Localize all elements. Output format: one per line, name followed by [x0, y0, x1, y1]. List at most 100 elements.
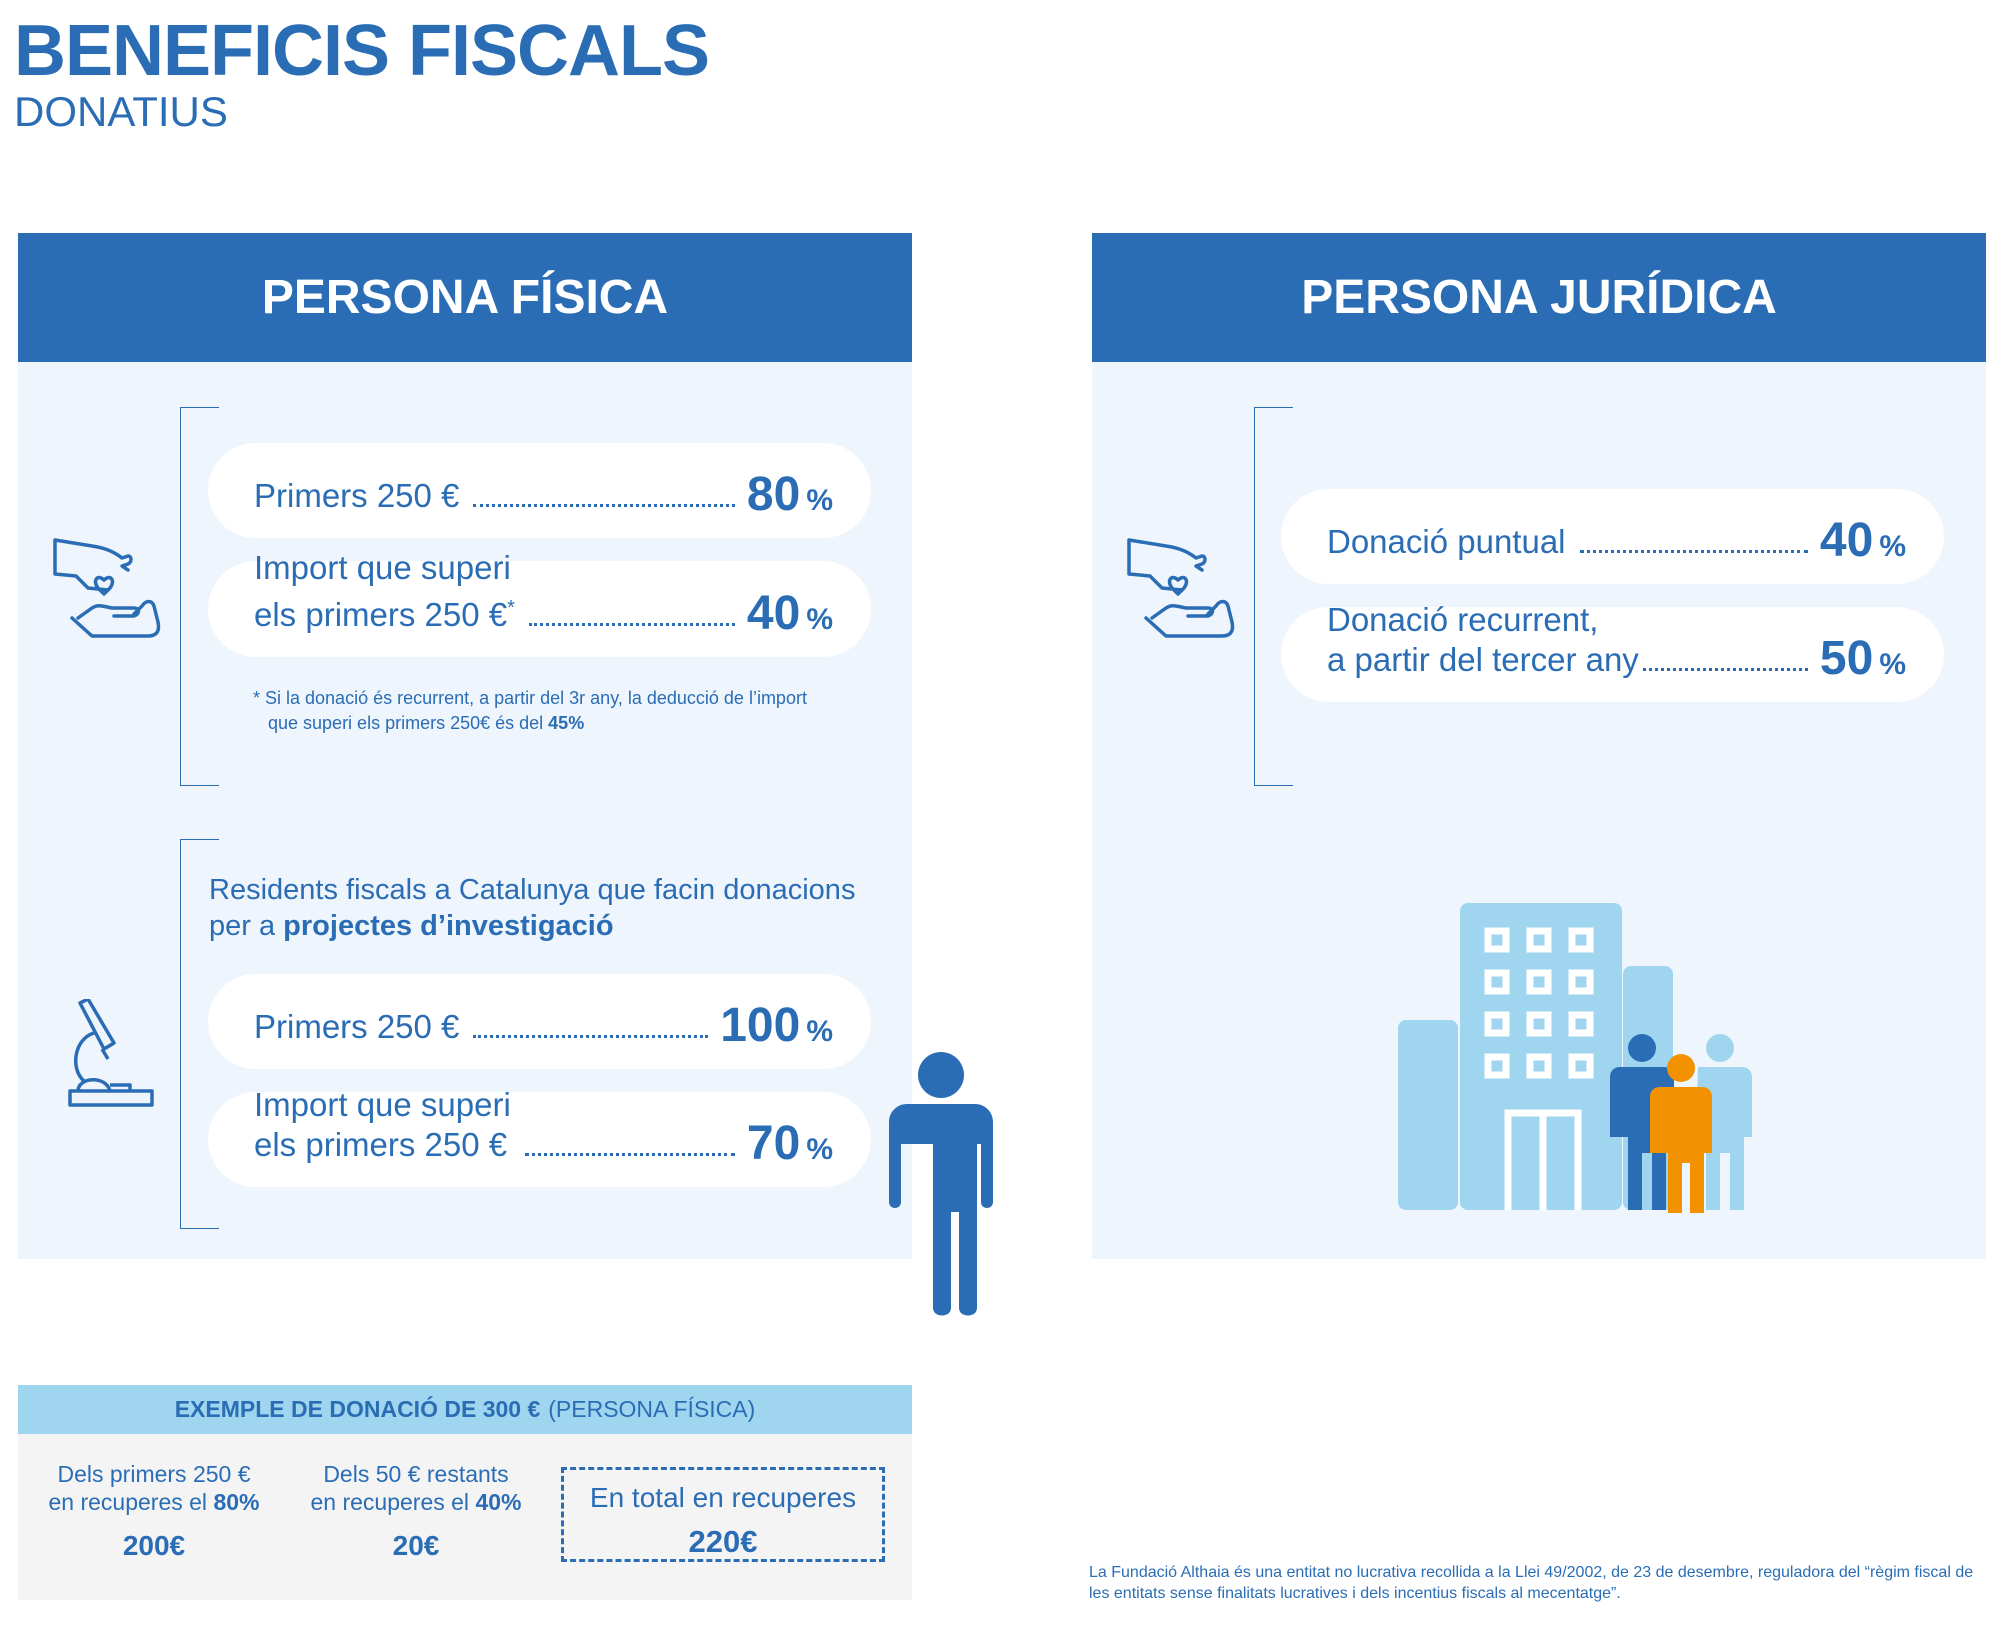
col-line: Dels 50 € restants: [323, 1461, 509, 1487]
rate-row: Import que superi els primers 250 € 70%: [208, 1086, 871, 1187]
shape: [100, 1048, 110, 1060]
col-rate-line: en recuperes el 80%: [34, 1488, 274, 1516]
example-column: Dels 50 € restants en recuperes el 40% 2…: [296, 1460, 536, 1560]
shape: [74, 1031, 95, 1083]
shape: [1526, 969, 1552, 995]
col-prefix: en recuperes el: [48, 1489, 208, 1515]
rate-value: 80: [746, 468, 801, 521]
row-label: Primers 250 €: [254, 477, 460, 514]
row-line: els primers 250 €: [254, 1126, 508, 1163]
shape: [1526, 1011, 1552, 1037]
shape: [1484, 927, 1510, 953]
row-label: Import que superi els primers 250 €*: [254, 548, 515, 657]
rate-row: Donació puntual 40%: [1281, 489, 1944, 584]
shape: [93, 575, 115, 596]
dot-leader: [1642, 668, 1808, 671]
shape: [1484, 1053, 1510, 1079]
bracket: [1254, 407, 1293, 786]
note-line: que superi els primers 250€ és del 45%: [253, 711, 873, 736]
total-label: En total en recuperes: [589, 1482, 857, 1513]
rate-row: Donació recurrent, a partir del tercer an…: [1281, 601, 1944, 702]
shape: [889, 1104, 993, 1316]
dot-leader: [473, 504, 735, 507]
shape: [1667, 1054, 1695, 1082]
shape: [70, 599, 161, 638]
footnote: * Si la donació és recurrent, a partir d…: [253, 686, 873, 736]
rate-value: 70: [746, 1117, 801, 1170]
col-line: Dels primers 250 €: [57, 1461, 251, 1487]
intro-bold: projectes d’investigació: [283, 910, 614, 942]
row-line: Import que superi: [254, 1086, 511, 1123]
bracket: [180, 407, 219, 786]
panel-heading: PERSONA JURÍDICA: [1092, 233, 1986, 362]
col-amount: 200€: [122, 1530, 186, 1561]
row-label: Import que superi els primers 250 €: [254, 1085, 511, 1187]
icon-building-people: [1398, 903, 1752, 1213]
note-line: * Si la donació és recurrent, a partir d…: [253, 688, 807, 708]
shape: [1127, 538, 1207, 592]
shape: [1568, 1053, 1594, 1079]
rate-unit: %: [806, 1015, 833, 1048]
shape: [110, 1083, 132, 1091]
panel-fisica: [18, 233, 912, 1259]
subtitle: DONATIUS: [14, 88, 228, 135]
rate-unit: %: [806, 603, 833, 636]
shape: [1650, 1087, 1712, 1213]
bracket: [180, 839, 219, 1229]
rate-unit: %: [806, 484, 833, 517]
row-line: Import que superi: [254, 549, 511, 586]
shape: [1484, 1011, 1510, 1037]
total-amount: 220€: [688, 1524, 758, 1559]
row-line: els primers 250 €: [254, 596, 508, 633]
shape: [1167, 575, 1189, 596]
example-title-rest: (PERSONA FÍSICA): [548, 1396, 756, 1422]
row-label: Primers 250 €: [254, 1008, 460, 1045]
shape: [53, 538, 133, 592]
shape: [918, 1052, 964, 1098]
row-line: Donació recurrent,: [1327, 601, 1599, 638]
shape: [1398, 1020, 1458, 1210]
dot-leader: [528, 623, 735, 626]
rate-row: Primers 250 € 100%: [208, 974, 871, 1069]
example-title: EXEMPLE DE DONACIÓ DE 300 €: [174, 1396, 541, 1422]
asterisk: *: [507, 597, 515, 619]
shape: [1526, 927, 1552, 953]
research-intro: Residents fiscals a Catalunya que facin …: [209, 872, 889, 944]
rate-row: Primers 250 € 80%: [208, 443, 871, 538]
shape: [1504, 1109, 1582, 1210]
rate-row: Import que superi els primers 250 €* 40%: [208, 549, 871, 657]
rate-unit: %: [806, 1133, 833, 1166]
icon-person: [889, 1052, 993, 1316]
col-amount: 20€: [392, 1530, 440, 1561]
shape: [78, 999, 116, 1051]
shape: [1484, 927, 1594, 1210]
example-heading: EXEMPLE DE DONACIÓ DE 300 € (PERSONA FÍSI…: [18, 1385, 912, 1434]
row-line: a partir del tercer any: [1327, 641, 1639, 678]
example-column: Dels primers 250 € en recuperes el 80% 2…: [34, 1460, 274, 1560]
shape: [1526, 1053, 1552, 1079]
icon-hand-heart: [53, 538, 161, 638]
rate-value: 40: [1819, 514, 1874, 567]
shape: [1568, 969, 1594, 995]
shape: [1650, 1054, 1712, 1213]
rate-unit: %: [1879, 648, 1906, 681]
rate-unit: %: [1879, 530, 1906, 563]
shape: [1144, 599, 1235, 638]
col-rate: 80%: [213, 1489, 260, 1515]
col-rate: 40%: [475, 1489, 522, 1515]
row-label: Donació puntual: [1327, 523, 1566, 560]
dot-leader: [1579, 550, 1808, 553]
rate-value: 40: [746, 587, 801, 640]
shape: [1484, 969, 1510, 995]
row-label: Donació recurrent, a partir del tercer an…: [1327, 600, 1639, 702]
shape: [1706, 1034, 1734, 1062]
dot-leader: [473, 1035, 709, 1038]
rate-value: 100: [720, 999, 801, 1052]
panel-heading: PERSONA FÍSICA: [18, 233, 912, 362]
intro-text: Residents fiscals a Catalunya que facin …: [209, 874, 856, 942]
rate-value: 50: [1819, 632, 1874, 685]
col-prefix: en recuperes el: [310, 1489, 470, 1515]
shape: [1628, 1034, 1656, 1062]
title: BENEFICIS FISCALS: [14, 11, 710, 91]
